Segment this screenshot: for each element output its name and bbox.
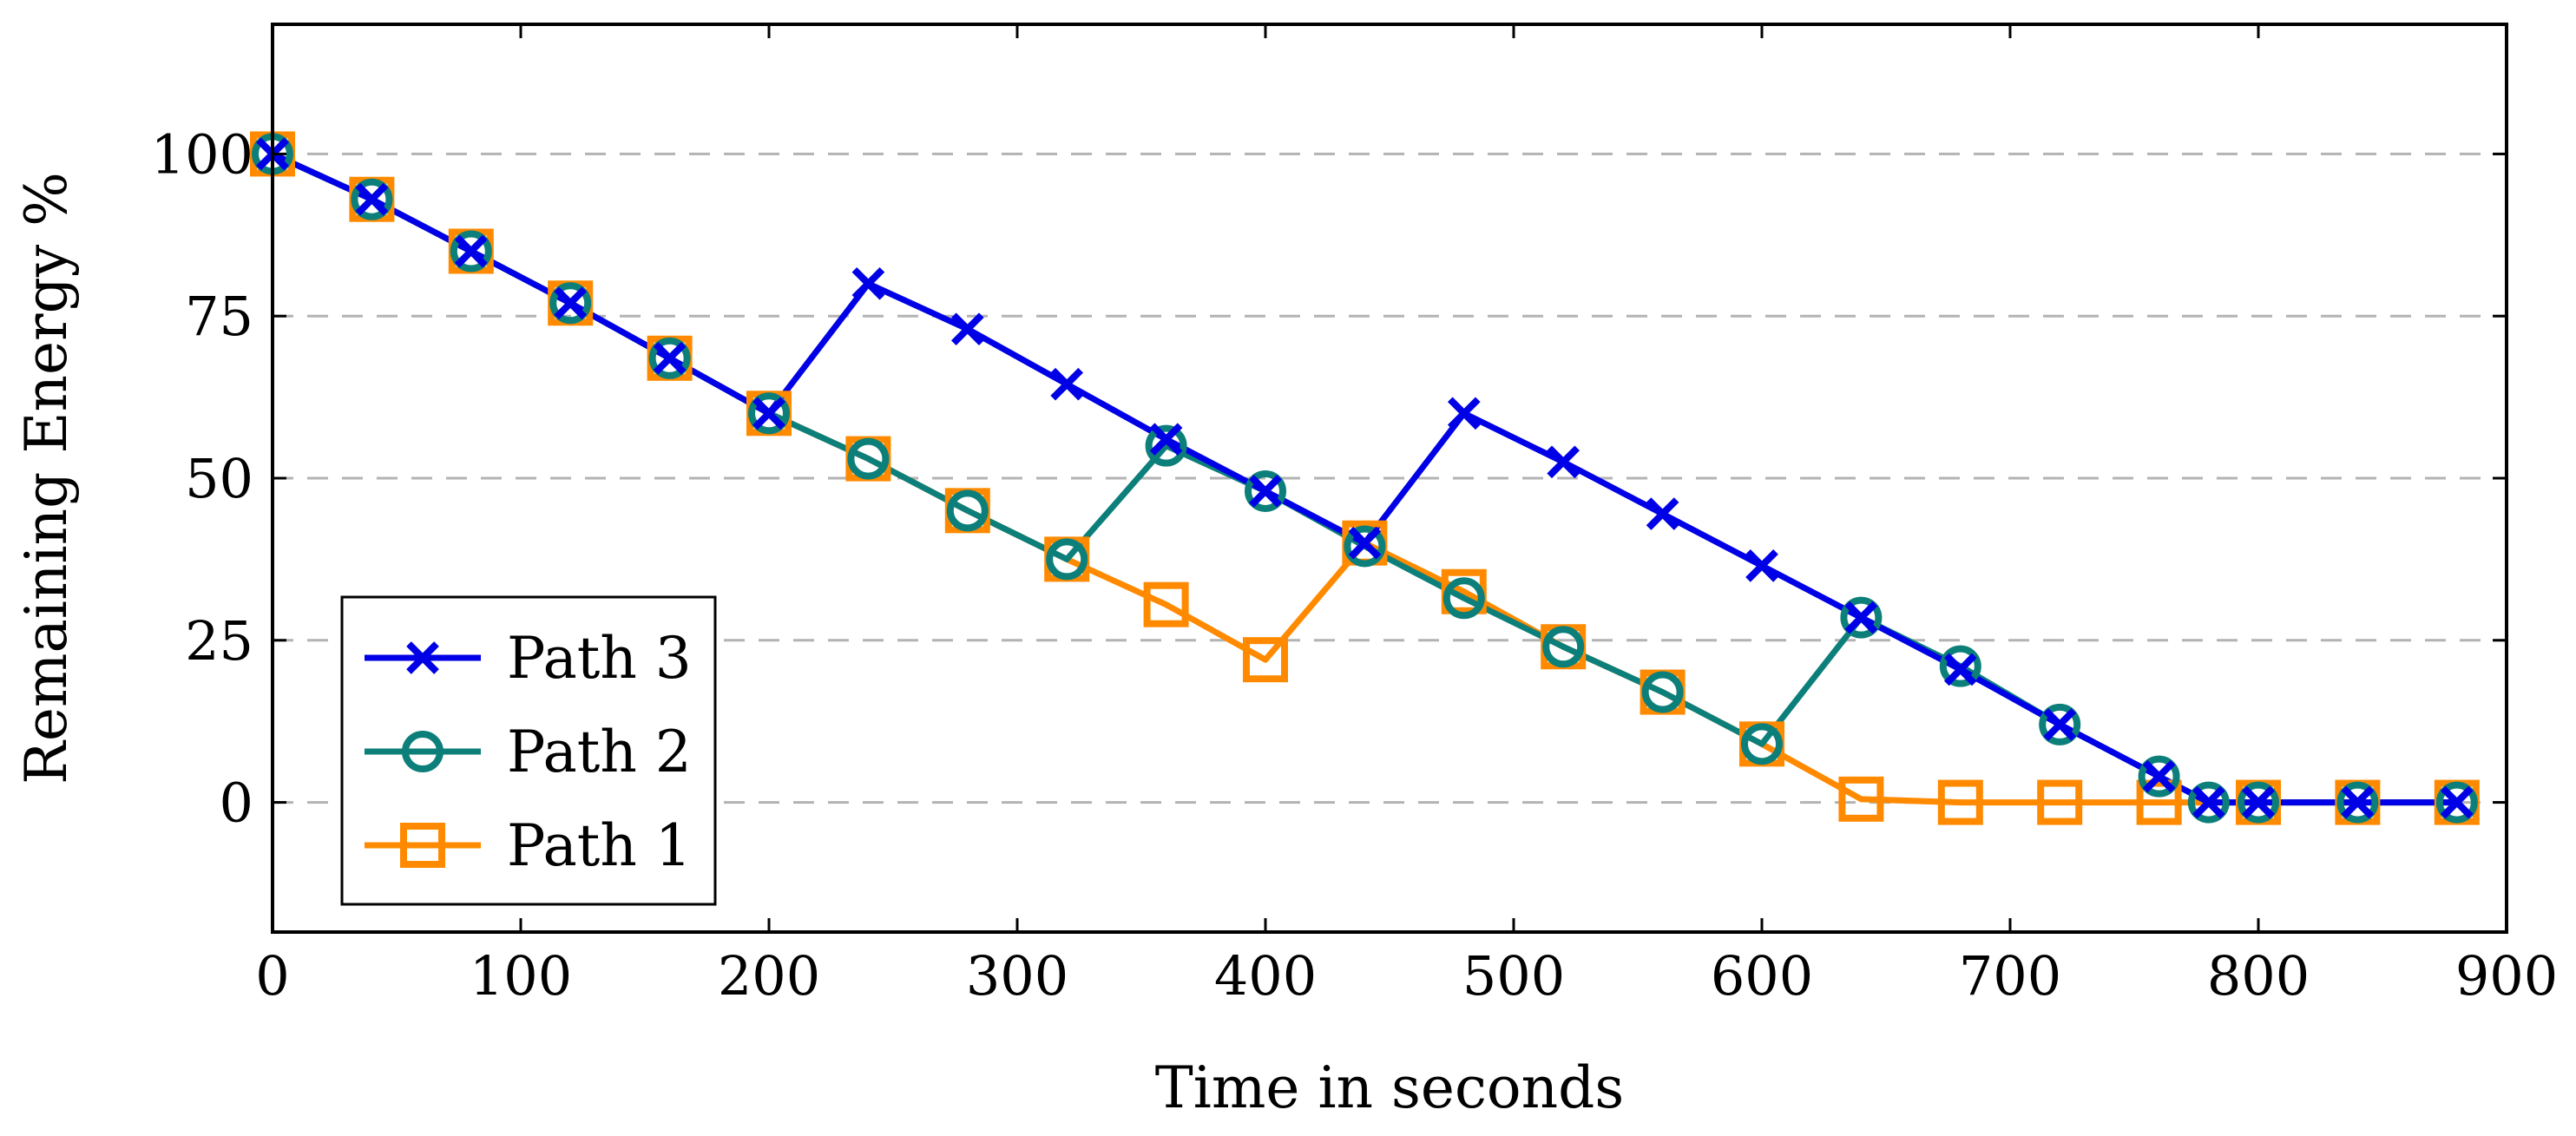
data-point-path-2 (2435, 781, 2478, 824)
data-point-path-2 (1840, 596, 1883, 639)
data-point-path-3 (1249, 475, 1282, 508)
data-point-path-2 (1344, 525, 1386, 568)
axis-ticks: 0 25 50 75 100 0 100 200 300 400 500 600 700 800 900 (151, 24, 2558, 1008)
legend-entry-path-3: Path 3 (365, 625, 692, 692)
data-point-path-3 (2440, 785, 2474, 819)
data-point-path-3 (2341, 785, 2375, 819)
data-point-path-1 (1143, 581, 1189, 627)
data-point-path-1 (2136, 779, 2182, 825)
x-tick-label: 900 (2455, 944, 2558, 1008)
data-point-path-2 (2238, 781, 2279, 824)
data-point-path-2 (648, 337, 691, 379)
data-point-path-3 (851, 267, 885, 300)
data-point-path-3 (1348, 526, 1382, 560)
data-point-path-2 (1741, 723, 1783, 765)
legend-label: Path 2 (507, 719, 692, 785)
legend-marker (400, 823, 445, 868)
x-tick-label: 800 (2207, 944, 2310, 1008)
x-tick-label: 700 (1959, 944, 2061, 1008)
x-tick-label: 600 (1711, 944, 1813, 1008)
y-tick-label: 0 (220, 772, 253, 835)
data-point-path-3 (2142, 759, 2176, 793)
x-axis-title: Time in seconds (1155, 1054, 1625, 1121)
data-point-path-2 (450, 230, 492, 273)
series-layer (250, 131, 2480, 825)
data-point-path-2 (549, 282, 592, 325)
data-point-path-2 (1641, 671, 1684, 713)
data-point-path-3 (1149, 423, 1183, 456)
y-tick-label: 25 (185, 609, 253, 673)
data-point-path-2 (2336, 781, 2379, 824)
legend: Path 3 Path 2 Path 1 (340, 595, 717, 906)
data-point-path-3 (1844, 601, 1878, 634)
data-point-path-2 (1542, 626, 1585, 668)
data-point-path-3 (2192, 785, 2225, 819)
legend-entry-path-1: Path 1 (365, 812, 692, 879)
data-point-path-3 (2043, 708, 2077, 741)
legend-entry-path-2: Path 2 (365, 719, 692, 785)
data-point-path-2 (1245, 470, 1286, 512)
legend-marker (402, 731, 444, 772)
data-point-path-3 (2242, 785, 2275, 819)
data-point-path-3 (1547, 445, 1580, 479)
x-tick-label: 0 (255, 944, 289, 1008)
data-point-path-1 (1838, 776, 1884, 822)
data-point-path-2 (2039, 703, 2081, 745)
data-point-path-2 (946, 489, 989, 532)
markers-path-2 (252, 133, 2478, 824)
data-point-path-3 (554, 286, 588, 320)
data-point-path-3 (1050, 367, 1084, 401)
data-point-path-3 (355, 182, 389, 216)
x-tick-label: 200 (718, 944, 820, 1008)
x-tick-label: 500 (1462, 944, 1565, 1008)
data-point-path-2 (748, 392, 790, 435)
data-point-path-1 (2037, 779, 2083, 825)
data-point-path-3 (1447, 397, 1481, 430)
legend-marker (406, 641, 439, 674)
legend-label: Path 3 (507, 625, 692, 692)
grid-lines (273, 152, 2507, 804)
data-point-path-3 (454, 234, 488, 268)
y-tick-label: 75 (185, 285, 253, 348)
data-point-path-3 (1943, 653, 1977, 686)
data-point-path-1 (1937, 779, 1983, 825)
x-tick-label: 300 (966, 944, 1068, 1008)
x-tick-label: 400 (1214, 944, 1317, 1008)
y-tick-label: 50 (185, 447, 253, 510)
y-tick-label: 100 (151, 122, 253, 186)
data-point-path-1 (1243, 637, 1288, 683)
data-point-path-3 (752, 397, 785, 430)
data-point-path-2 (1145, 424, 1187, 467)
data-point-path-2 (2138, 755, 2180, 798)
y-axis-title: Remaining Energy % (13, 172, 80, 785)
data-point-path-2 (1046, 538, 1088, 581)
data-point-path-2 (1939, 645, 1981, 687)
data-point-path-2 (351, 178, 393, 220)
data-point-path-3 (1745, 549, 1778, 582)
data-point-path-3 (653, 341, 687, 375)
data-point-path-3 (1646, 497, 1679, 530)
legend-label: Path 1 (507, 812, 692, 879)
data-point-path-2 (1442, 577, 1485, 620)
data-point-path-2 (847, 437, 890, 480)
markers-path-3 (256, 137, 2474, 819)
data-point-path-3 (950, 312, 984, 345)
data-point-path-2 (2187, 781, 2230, 824)
x-tick-label: 100 (470, 944, 572, 1008)
